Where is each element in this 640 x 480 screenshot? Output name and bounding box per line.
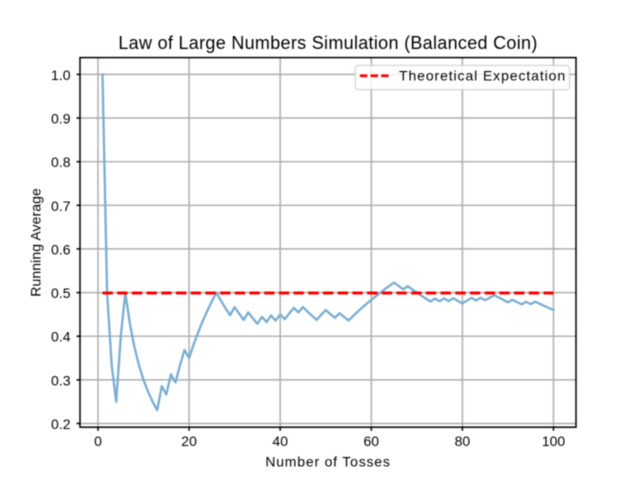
svg-text:0: 0	[94, 433, 102, 449]
svg-text:40: 40	[272, 433, 288, 449]
svg-text:80: 80	[455, 433, 471, 449]
svg-text:0.4: 0.4	[51, 329, 71, 345]
svg-text:0.5: 0.5	[51, 285, 71, 301]
svg-text:0.7: 0.7	[51, 198, 71, 214]
svg-text:Running Average: Running Average	[27, 188, 43, 297]
svg-text:0.3: 0.3	[51, 372, 71, 388]
svg-text:Number of Tosses: Number of Tosses	[265, 454, 390, 470]
svg-text:1.0: 1.0	[51, 67, 71, 83]
svg-text:Theoretical Expectation: Theoretical Expectation	[399, 67, 566, 83]
svg-text:60: 60	[364, 433, 380, 449]
svg-text:0.8: 0.8	[51, 154, 71, 170]
svg-text:0.2: 0.2	[51, 416, 71, 432]
svg-text:Law of Large Numbers Simulatio: Law of Large Numbers Simulation (Balance…	[118, 33, 537, 53]
svg-text:100: 100	[542, 433, 566, 449]
svg-text:0.6: 0.6	[51, 241, 71, 257]
svg-text:0.9: 0.9	[51, 111, 71, 127]
svg-text:20: 20	[181, 433, 197, 449]
